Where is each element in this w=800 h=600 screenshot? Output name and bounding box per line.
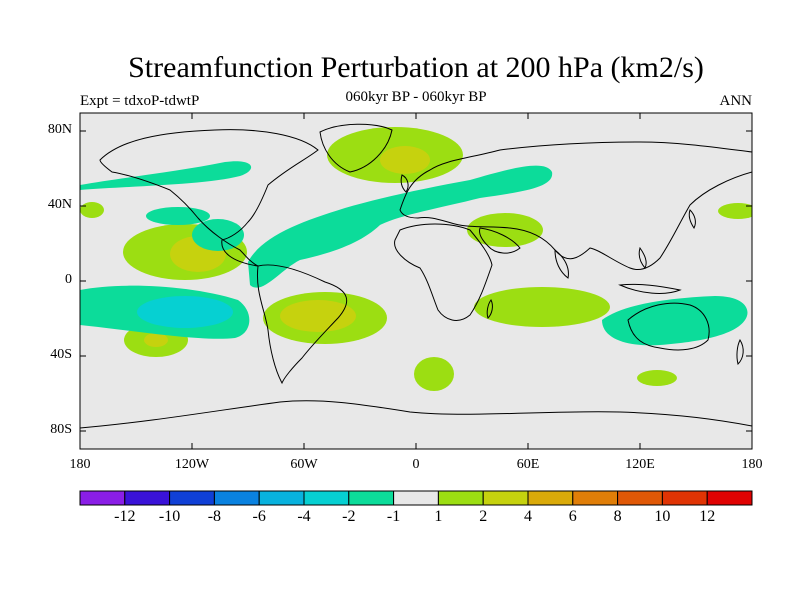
experiment-label: Expt = tdxoP-tdwtP [80, 93, 200, 109]
anomaly-region-pos2 [280, 300, 356, 332]
colorbar-swatch [482, 490, 529, 506]
colorbar-swatch [258, 490, 305, 506]
colorbar-swatch [303, 490, 350, 506]
colorbar-label: -2 [342, 508, 356, 525]
colorbar-label: 4 [524, 508, 532, 525]
colorbar-swatch [617, 490, 663, 506]
lat-ticks [80, 130, 752, 432]
colorbar-swatch [527, 490, 574, 506]
anomaly-region-pos [474, 287, 610, 327]
lon-label-60e: 60E [516, 457, 540, 472]
map-area [80, 113, 752, 449]
anomaly-region-neg [192, 219, 244, 251]
anomaly-region-neg [80, 161, 252, 190]
colorbar-swatch [213, 490, 260, 506]
anomaly-region-neg [146, 207, 210, 225]
lat-label-40s: 40S [50, 347, 72, 362]
lon-label-180e: 180 [741, 457, 763, 472]
anomaly-fields [80, 127, 752, 391]
colorbar-label: 10 [654, 508, 671, 525]
anomaly-region-pos [80, 202, 104, 218]
lat-label-80n: 80N [47, 122, 72, 137]
colorbar-label: -4 [297, 508, 311, 525]
lon-label-180w: 180 [69, 457, 91, 472]
colorbar-swatch [169, 490, 215, 506]
colorbar-label: -12 [114, 508, 136, 525]
colorbar-swatch [79, 490, 126, 506]
anomaly-region-pos2 [144, 333, 168, 347]
anomaly-region-pos2 [380, 146, 430, 174]
lat-label-80s: 80S [50, 422, 72, 437]
season-label: ANN [719, 93, 753, 109]
colorbar-label: 6 [568, 508, 577, 525]
anomaly-region-pos [467, 213, 543, 247]
anomaly-region-pos [637, 370, 677, 386]
colorbar-label: -1 [386, 508, 401, 525]
anomaly-region-pos [718, 203, 752, 219]
lon-label-0: 0 [412, 457, 420, 472]
lon-label-60w: 60W [290, 457, 318, 472]
colorbar-swatch [393, 490, 439, 506]
colorbar-label: -10 [158, 508, 181, 525]
colorbar-label: 12 [699, 508, 716, 525]
lon-label-120w: 120W [174, 457, 210, 472]
colorbar-swatch [572, 490, 619, 506]
colorbar-swatch [124, 490, 171, 506]
colorbar-label: 1 [434, 508, 443, 525]
colorbar-label: -6 [252, 508, 266, 525]
lat-label-equator: 0 [65, 272, 72, 287]
chart-title: Streamfunction Perturbation at 200 hPa (… [128, 51, 704, 84]
lat-label-40n: 40N [47, 197, 72, 212]
colorbar-swatch [706, 490, 753, 506]
chart-subtitle: 060kyr BP - 060kyr BP [345, 89, 487, 105]
colorbar-swatch [437, 490, 484, 506]
lon-ticks [191, 113, 641, 449]
colorbar-label: -8 [207, 508, 222, 525]
colorbar-swatch [348, 490, 395, 506]
anomaly-region-neg2 [137, 296, 233, 328]
anomaly-region-neg [602, 296, 748, 346]
colorbar [79, 490, 753, 506]
colorbar-label: 8 [613, 508, 622, 525]
lon-label-120e: 120E [625, 457, 655, 472]
anomaly-region-neg [248, 165, 553, 288]
coastlines [80, 123, 752, 429]
colorbar-label: 2 [479, 508, 488, 525]
colorbar-swatch [661, 490, 708, 506]
anomaly-region-pos [414, 357, 454, 391]
